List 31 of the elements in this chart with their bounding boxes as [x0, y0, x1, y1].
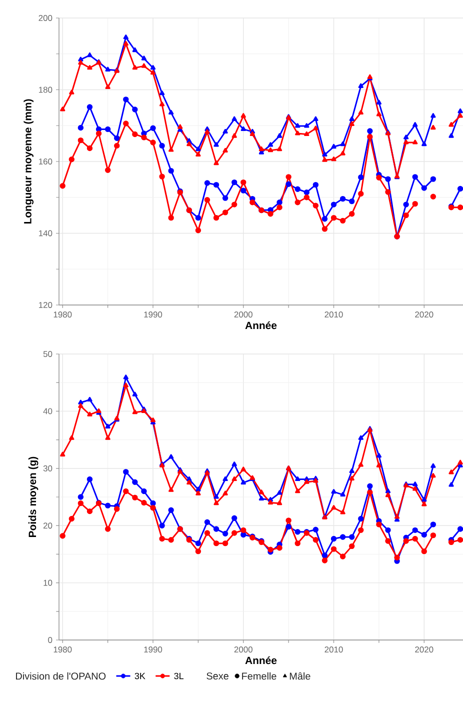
x-axis-title: Année	[245, 656, 277, 664]
y-tick-label: 30	[43, 465, 52, 472]
legend-label: 3K	[134, 672, 146, 680]
y-tick-label: 140	[38, 230, 52, 236]
legend-label: 3L	[174, 672, 184, 680]
x-tick-label: 2010	[324, 646, 343, 652]
x-tick-label: 1990	[144, 646, 162, 652]
x-tick-label: 1980	[54, 312, 72, 318]
x-tick-label: 2000	[234, 646, 252, 652]
y-tick-label: 10	[44, 580, 52, 586]
x-tick-label: 2010	[324, 312, 343, 318]
x-tick-label: 2020	[415, 312, 434, 318]
x-tick-label: 2020	[415, 646, 434, 652]
y-tick-label: 160	[38, 158, 52, 164]
y-tick-label: 200	[38, 15, 52, 21]
y-tick-label: 20	[43, 522, 52, 529]
y-tick-label: 120	[38, 302, 52, 308]
x-axis-title: Année	[245, 321, 277, 330]
y-tick-label: 50	[43, 351, 52, 357]
y-tick-label: 180	[38, 86, 52, 93]
x-tick-label: 2000	[234, 312, 252, 318]
x-tick-label: 1980	[54, 646, 72, 652]
y-tick-label: 0	[48, 637, 52, 643]
y-axis-title: Poids moyen (g)	[28, 456, 38, 537]
y-axis-title: Longueur moyenne (mm)	[24, 99, 34, 224]
text: Femelle	[242, 672, 276, 680]
legend-title: Division de l'OPANO	[16, 672, 106, 680]
x-tick-label: 1990	[144, 312, 162, 318]
text: Sexe	[206, 672, 228, 680]
text: Mâle	[290, 672, 310, 680]
y-tick-label: 40	[43, 408, 52, 414]
